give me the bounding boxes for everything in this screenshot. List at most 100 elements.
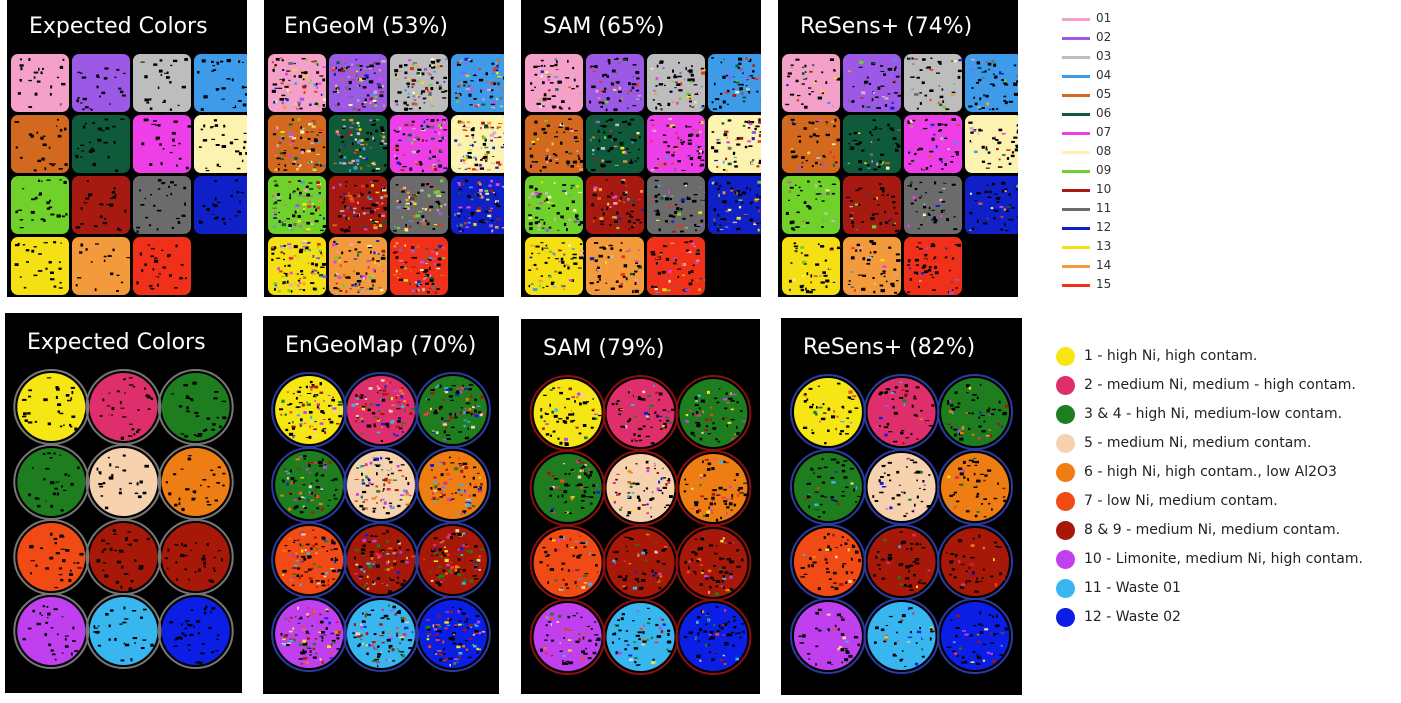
sample-tile-13 bbox=[525, 237, 584, 295]
top-panel-engeom: EnGeoM (53%) bbox=[264, 0, 504, 297]
legend-item: 13 bbox=[1062, 238, 1142, 257]
legend-swatch bbox=[1062, 170, 1090, 173]
legend-label: 01 bbox=[1096, 11, 1112, 25]
legend-dot bbox=[1056, 521, 1075, 540]
legend-dot bbox=[1056, 347, 1075, 366]
legend-item: 5 - medium Ni, medium contam. bbox=[1056, 431, 1401, 460]
sample-tile-05 bbox=[268, 115, 326, 173]
sample-tile-03 bbox=[390, 54, 448, 112]
legend-dot bbox=[1056, 492, 1075, 511]
bottom-panel-sam: SAM (79%) bbox=[521, 319, 760, 694]
sample-tile-06 bbox=[843, 115, 901, 173]
legend-item: 12 - Waste 02 bbox=[1056, 605, 1401, 634]
legend-label: 8 & 9 - medium Ni, medium contam. bbox=[1084, 522, 1341, 538]
sample-tile-09 bbox=[782, 176, 840, 234]
legend-label: 08 bbox=[1096, 144, 1112, 158]
panel-title: SAM (79%) bbox=[543, 336, 665, 361]
legend-swatch bbox=[1062, 208, 1090, 211]
panel-title: Expected Colors bbox=[27, 330, 206, 355]
sample-tile-01 bbox=[268, 54, 327, 112]
petri-dish-6 bbox=[414, 447, 491, 523]
legend-label: 14 bbox=[1096, 258, 1112, 272]
panel-title: Expected Colors bbox=[29, 14, 208, 39]
sample-tile-13 bbox=[268, 237, 327, 295]
sample-tile-07 bbox=[133, 115, 191, 173]
sample-tile-04 bbox=[708, 54, 761, 112]
sample-tile-02 bbox=[72, 54, 130, 112]
petri-dish-10 bbox=[789, 598, 866, 674]
legend-item: 7 - low Ni, medium contam. bbox=[1056, 489, 1401, 518]
legend-label: 7 - low Ni, medium contam. bbox=[1084, 493, 1278, 509]
petri-dish-3 bbox=[937, 374, 1014, 450]
petri-dish-12 bbox=[157, 593, 234, 669]
sample-tile-07 bbox=[647, 115, 705, 173]
sample-tile-14 bbox=[329, 237, 387, 295]
legend-item: 02 bbox=[1062, 29, 1142, 48]
sample-tile-09 bbox=[525, 176, 584, 234]
sample-tile-03 bbox=[904, 54, 963, 112]
petri-dish-7 bbox=[529, 525, 606, 601]
petri-dish-9 bbox=[937, 524, 1014, 600]
petri-dish-12 bbox=[937, 598, 1014, 674]
legend-swatch bbox=[1062, 56, 1090, 59]
legend-label: 13 bbox=[1096, 239, 1112, 253]
petri-dish-2 bbox=[863, 374, 940, 450]
legend-label: 12 - Waste 02 bbox=[1084, 609, 1181, 625]
sample-tiles-image bbox=[525, 54, 761, 295]
petri-dish-8 bbox=[343, 522, 419, 598]
legend-swatch bbox=[1062, 113, 1090, 116]
sample-tile-13 bbox=[782, 237, 841, 295]
legend-item: 6 - high Ni, high contam., low Al2O3 bbox=[1056, 460, 1401, 489]
legend-label: 15 bbox=[1096, 277, 1112, 291]
legend-item: 06 bbox=[1062, 105, 1142, 124]
petri-dish-2 bbox=[602, 375, 679, 451]
sample-tile-01 bbox=[525, 54, 583, 112]
sample-tile-11 bbox=[904, 176, 962, 234]
legend-item: 01 bbox=[1062, 10, 1142, 29]
petri-dish-5 bbox=[343, 447, 419, 523]
legend-swatch bbox=[1062, 75, 1090, 78]
sample-tile-03 bbox=[647, 54, 707, 112]
legend-label: 05 bbox=[1096, 87, 1112, 101]
petri-dish-3 bbox=[157, 369, 234, 445]
legend-dot bbox=[1056, 434, 1075, 453]
petri-dish-5 bbox=[85, 444, 162, 520]
petri-dish-3 bbox=[675, 375, 752, 451]
petri-dish-11 bbox=[602, 599, 679, 675]
sample-tile-15 bbox=[133, 237, 191, 295]
petri-dish-12 bbox=[675, 599, 752, 675]
legend-label: 09 bbox=[1096, 163, 1112, 177]
petri-dish-1 bbox=[13, 369, 90, 445]
sample-tile-07 bbox=[390, 115, 448, 173]
bottom-legend: 1 - high Ni, high contam. 2 - medium Ni, … bbox=[1056, 344, 1401, 634]
legend-swatch bbox=[1062, 246, 1090, 249]
sample-tile-10 bbox=[72, 176, 130, 234]
sample-tile-06 bbox=[72, 115, 130, 173]
sample-tiles-image bbox=[782, 54, 1018, 295]
legend-item: 11 bbox=[1062, 200, 1142, 219]
petri-dishes-image bbox=[789, 374, 1014, 674]
petri-dish-11 bbox=[85, 593, 162, 669]
petri-dish-10 bbox=[271, 596, 348, 672]
sample-tile-01 bbox=[782, 54, 840, 112]
petri-dish-2 bbox=[85, 369, 162, 445]
petri-dish-8 bbox=[863, 524, 940, 600]
legend-item: 10 - Limonite, medium Ni, high contam. bbox=[1056, 547, 1401, 576]
sample-tile-09 bbox=[268, 176, 328, 234]
petri-dish-11 bbox=[343, 596, 419, 672]
bottom-panel-resens: ReSens+ (82%) bbox=[781, 318, 1022, 695]
petri-dish-10 bbox=[529, 599, 606, 675]
legend-item: 08 bbox=[1062, 143, 1142, 162]
sample-tile-06 bbox=[329, 115, 388, 173]
petri-dish-12 bbox=[414, 596, 491, 672]
legend-label: 10 - Limonite, medium Ni, high contam. bbox=[1084, 551, 1363, 567]
petri-dish-8 bbox=[602, 525, 679, 601]
legend-item: 12 bbox=[1062, 219, 1142, 238]
legend-swatch bbox=[1062, 37, 1090, 40]
sample-tile-05 bbox=[525, 115, 585, 173]
sample-tile-05 bbox=[782, 115, 841, 173]
legend-item: 04 bbox=[1062, 67, 1142, 86]
sample-tile-02 bbox=[586, 54, 644, 112]
legend-item: 09 bbox=[1062, 162, 1142, 181]
sample-tile-14 bbox=[843, 237, 901, 295]
